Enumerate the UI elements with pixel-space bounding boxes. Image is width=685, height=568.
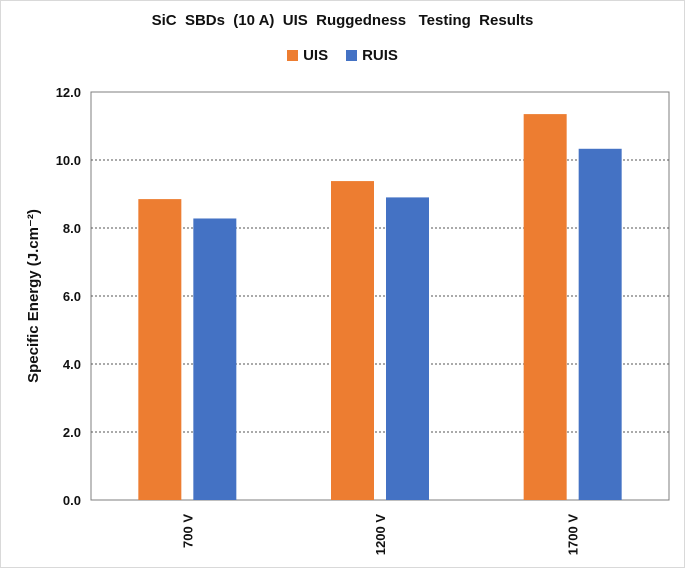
y-tick-label: 0.0 [63,493,81,508]
y-tick-label: 6.0 [63,289,81,304]
bar-ruis-1200v [386,197,429,500]
bar-ruis-1700v [578,148,622,500]
chart-title: SiC SBDs (10 A) UIS Ruggedness Testing R… [151,12,534,29]
bar-uis-1200v [331,181,374,500]
bars [138,114,622,501]
y-tick-label: 8.0 [63,221,81,236]
legend-swatch-ruis [346,50,358,61]
y-tick-label: 2.0 [63,425,81,440]
legend-swatch-uis [287,50,299,61]
gridlines [91,159,669,433]
x-tick-label: 700 V [180,514,195,548]
chart-legend: UIS RUIS [1,47,684,64]
y-tick-labels: 0.0 2.0 4.0 6.0 8.0 10.0 12.0 [56,85,81,508]
bar-uis-700v [138,199,182,500]
y-tick-label: 12.0 [56,85,81,100]
bar-ruis-700v [193,218,237,501]
legend-item-uis: UIS [287,47,328,64]
x-tick-labels: 700 V 1200 V 1700 V [180,514,580,556]
x-tick-label: 1200 V [373,514,388,556]
legend-label-uis: UIS [303,47,329,64]
bar-uis-1700v [523,114,567,500]
legend-item-ruis: RUIS [346,47,398,64]
y-axis-label: Specific Energy (J.cm⁻²) [25,209,42,383]
y-tick-label: 10.0 [56,153,81,168]
x-tick-label: 1700 V [566,514,581,556]
y-tick-label: 4.0 [63,357,81,372]
legend-label-ruis: RUIS [362,47,398,64]
